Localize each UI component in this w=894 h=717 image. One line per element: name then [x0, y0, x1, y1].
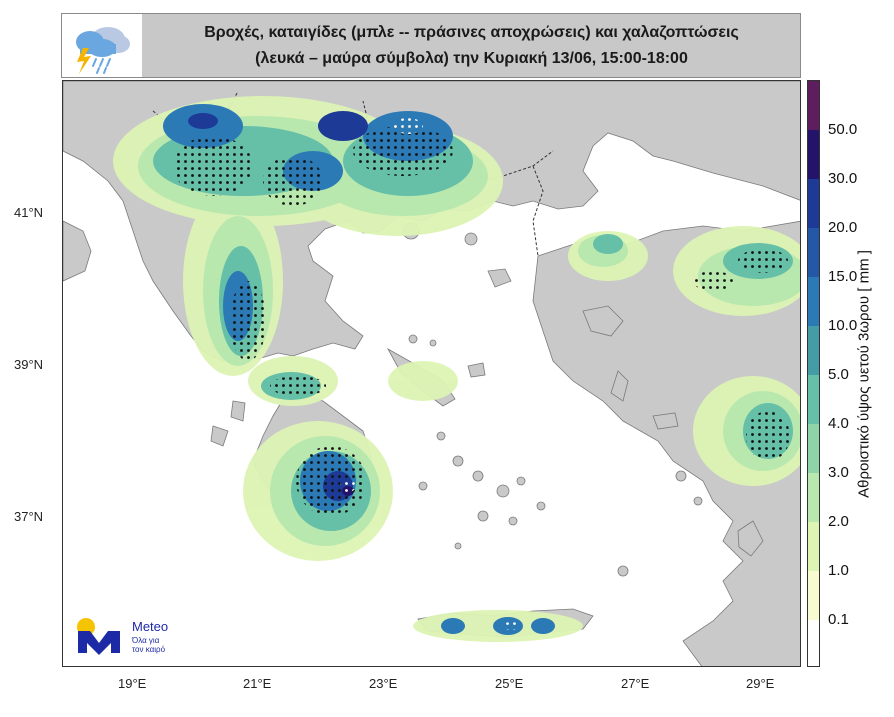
colorbar-seg-5: [808, 326, 819, 375]
lon-tick-21: 21°E: [243, 676, 272, 691]
lon-tick-19: 19°E: [118, 676, 147, 691]
colorbar-label-5: 5.0: [828, 366, 849, 383]
colorbar-seg-1: [808, 522, 819, 571]
colorbar-label-2: 2.0: [828, 513, 849, 530]
title-line-2: (λευκά – μαύρα σύμβολα) την Κυριακή 13/0…: [255, 49, 688, 67]
colorbar-seg-01: [808, 571, 819, 620]
lon-tick-29: 29°E: [746, 676, 775, 691]
precipitation-map: [62, 80, 801, 667]
colorbar-label-10: 10.0: [828, 317, 858, 334]
meteo-logo-mark: [77, 618, 120, 655]
colorbar-label-30: 30.0: [828, 170, 858, 187]
lat-tick-39: 39°N: [14, 357, 44, 372]
colorbar-seg-4: [808, 375, 819, 424]
colorbar-seg-20: [808, 179, 819, 228]
map-header: Βροχές, καταιγίδες (μπλε -- πράσινες απο…: [61, 13, 801, 78]
map-canvas: [63, 81, 800, 666]
colorbar-title-text: Αθροιστικό ύψος υετού 3ωρου [ mm ]: [855, 250, 873, 498]
logo-tagline-2: τον καιρό: [132, 645, 166, 654]
colorbar-seg-30: [808, 130, 819, 179]
rain-lightning-cloud-icon: [62, 14, 142, 77]
lon-tick-23: 23°E: [369, 676, 398, 691]
colorbar: [807, 80, 820, 667]
lon-tick-25: 25°E: [495, 676, 524, 691]
colorbar-label-01: 0.1: [828, 611, 849, 628]
colorbar-seg-2: [808, 473, 819, 522]
colorbar-seg-3: [808, 424, 819, 473]
logo-tagline-1: Όλα για: [132, 636, 160, 645]
colorbar-seg-15: [808, 228, 819, 277]
logo-name: Meteo: [132, 619, 169, 634]
lat-tick-41: 41°N: [14, 205, 44, 220]
colorbar-seg-0: [808, 620, 819, 666]
colorbar-label-1: 1.0: [828, 562, 849, 579]
map-title: Βροχές, καταιγίδες (μπλε -- πράσινες απο…: [144, 14, 799, 77]
colorbar-label-15: 15.0: [828, 268, 858, 285]
precipitation-fields: [113, 96, 800, 642]
meteo-logo: Meteo Όλα για τον καιρό: [72, 613, 202, 658]
colorbar-seg-50: [808, 81, 819, 130]
lat-tick-37: 37°N: [14, 509, 44, 524]
colorbar-label-50: 50.0: [828, 121, 858, 138]
lon-tick-27: 27°E: [621, 676, 650, 691]
colorbar-label-4: 4.0: [828, 415, 849, 432]
colorbar-label-20: 20.0: [828, 219, 858, 236]
colorbar-seg-10: [808, 277, 819, 326]
colorbar-label-3: 3.0: [828, 464, 849, 481]
title-line-1: Βροχές, καταιγίδες (μπλε -- πράσινες απο…: [204, 23, 739, 41]
